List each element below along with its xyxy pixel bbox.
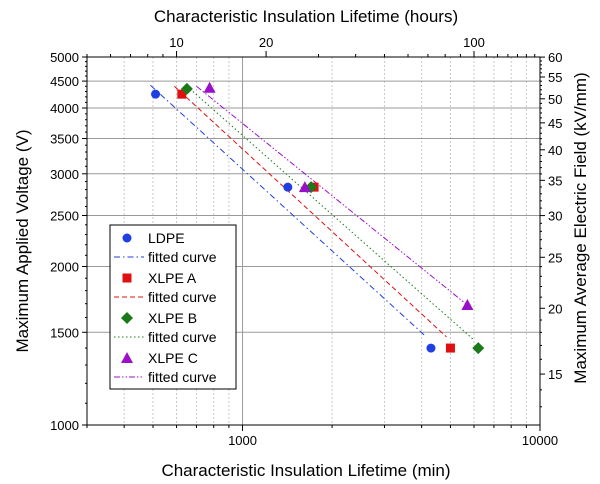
- x-tick-label: 1000: [228, 433, 257, 448]
- legend: LDPE fitted curve XLPE A fitted curve XLPE B…: [110, 225, 236, 389]
- legend-ldpe-label: LDPE: [148, 230, 185, 246]
- y-tick-label: 1500: [50, 325, 79, 340]
- x2-tick-label: 100: [463, 35, 485, 50]
- y2-tick-label: 60: [548, 50, 562, 65]
- y2-tick-label: 50: [548, 92, 562, 107]
- legend-xlpe-b-label: XLPE B: [148, 310, 197, 326]
- xlpe-b-data-point: [472, 342, 484, 354]
- x-axis-title: Characteristic Insulation Lifetime (min): [161, 461, 450, 480]
- y-tick-label: 2500: [50, 208, 79, 223]
- ldpe-data-point: [426, 344, 435, 353]
- legend-xlpe-a-marker: [123, 274, 132, 283]
- xlpe-c-fitted-curve: [196, 86, 467, 305]
- y-tick-label: 3500: [50, 132, 79, 147]
- y-tick-label: 3000: [50, 167, 79, 182]
- ldpe-data-point: [151, 90, 160, 99]
- y2-tick-label: 45: [548, 116, 562, 131]
- legend-xlpe-c-fit-label: fitted curve: [148, 369, 217, 385]
- y-tick-label: 2000: [50, 260, 79, 275]
- x2-tick-label: 10: [169, 35, 183, 50]
- legend-xlpe-c-label: XLPE C: [148, 350, 198, 366]
- x-tick-label: 10000: [522, 433, 558, 448]
- y2-axis-title: Maximum Average Electric Field (kV/mm): [571, 72, 590, 383]
- xlpe-c-data-point: [461, 299, 473, 310]
- y-tick-label: 4000: [50, 101, 79, 116]
- y2-tick-label: 35: [548, 173, 562, 188]
- ldpe-data-point: [283, 183, 292, 192]
- legend-xlpe-a-label: XLPE A: [148, 270, 197, 286]
- x2-axis-title: Characteristic Insulation Lifetime (hour…: [154, 7, 458, 26]
- legend-xlpe-b-fit-label: fitted curve: [148, 329, 217, 345]
- xlpe-a-data-point: [446, 344, 455, 353]
- xlpe-c-data-point: [204, 82, 216, 93]
- y2-tick-label: 20: [548, 301, 562, 316]
- y2-tick-label: 55: [548, 70, 562, 85]
- y-tick-label: 5000: [50, 50, 79, 65]
- legend-xlpe-a-fit-label: fitted curve: [148, 289, 217, 305]
- legend-ldpe-marker: [123, 234, 132, 243]
- y2-tick-label: 15: [548, 367, 562, 382]
- y-tick-label: 1000: [50, 418, 79, 433]
- y-axis-title: Maximum Applied Voltage (V): [13, 130, 32, 353]
- x2-tick-label: 20: [259, 35, 273, 50]
- y2-tick-label: 40: [548, 143, 562, 158]
- legend-ldpe-fit-label: fitted curve: [148, 249, 217, 265]
- y2-tick-label: 25: [548, 250, 562, 265]
- y2-tick-label: 30: [548, 209, 562, 224]
- y-tick-label: 4500: [50, 74, 79, 89]
